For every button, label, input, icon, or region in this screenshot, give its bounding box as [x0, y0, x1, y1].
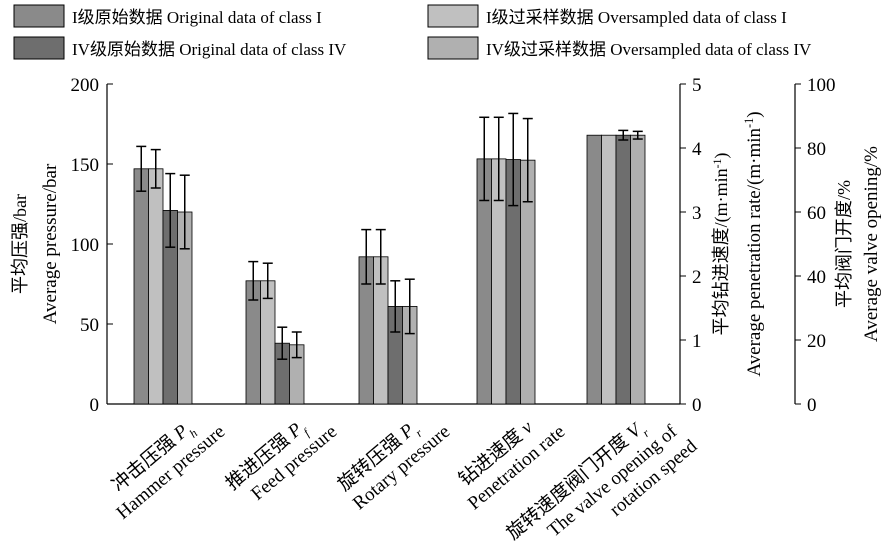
right-axis-title-en: Average valve opening/%: [861, 146, 882, 342]
left-axis-title-en: Average pressure/bar: [40, 163, 61, 324]
middle-tick-label: 1: [692, 331, 702, 352]
middle-axis-title-cn-sup: -1: [711, 158, 724, 168]
right-tick-label: 80: [807, 139, 826, 160]
left-tick-label: 100: [71, 235, 100, 256]
right-tick-label: 100: [807, 75, 836, 96]
left-axis-title-cn: 平均压强/bar: [10, 194, 30, 294]
legend-swatch-4: [427, 36, 479, 60]
bar-cat1-series1: [133, 168, 149, 405]
bar-cat1-series2: [148, 168, 164, 405]
bar-cat5-series3: [615, 134, 631, 405]
left-tick-label: 50: [80, 315, 99, 336]
right-tick-label: 20: [807, 331, 826, 352]
left-tick-label: 200: [71, 75, 100, 96]
legend-label-4: IV级过采样数据 Oversampled data of class IV: [486, 40, 812, 59]
middle-axis-title-en-sup: -1: [742, 118, 756, 128]
middle-axis-title-cn: 平均钻进速度/(m·min-1): [711, 153, 733, 336]
bar-cat5-series4: [630, 134, 646, 405]
middle-tick-label: 3: [692, 203, 702, 224]
middle-tick-label: 0: [692, 395, 702, 416]
middle-axis-title-cn-suffix: ): [711, 153, 732, 159]
middle-tick-label: 5: [692, 75, 702, 96]
right-tick-label: 60: [807, 203, 826, 224]
middle-axis-title-en-main: Average penetration rate/(m·min: [744, 127, 765, 376]
legend-label-2: I级过采样数据 Oversampled data of class I: [486, 8, 787, 27]
legend-swatch-3: [13, 36, 65, 60]
bar-cat5-series1: [586, 134, 602, 405]
legend-label-1: I级原始数据 Original data of class I: [72, 8, 322, 27]
bar-cat2-series2: [260, 280, 276, 405]
middle-axis-title-en: Average penetration rate/(m·min-1): [742, 111, 765, 376]
right-tick-label: 40: [807, 267, 826, 288]
middle-tick-label: 2: [692, 267, 702, 288]
legend-swatch-2: [427, 4, 479, 28]
legend-swatch-1: [13, 4, 65, 28]
middle-tick-label: 4: [692, 139, 702, 160]
middle-axis-title-en-suffix: ): [744, 111, 765, 117]
right-tick-label: 0: [807, 395, 817, 416]
right-axis-title-cn: 平均阀门开度/%: [834, 180, 854, 308]
middle-axis-title-cn-main: 平均钻进速度/(m·min: [711, 168, 732, 335]
left-tick-label: 150: [71, 155, 100, 176]
bar-cat5-series2: [601, 134, 617, 405]
left-tick-label: 0: [90, 395, 100, 416]
legend-label-3: IV级原始数据 Original data of class IV: [72, 40, 347, 59]
